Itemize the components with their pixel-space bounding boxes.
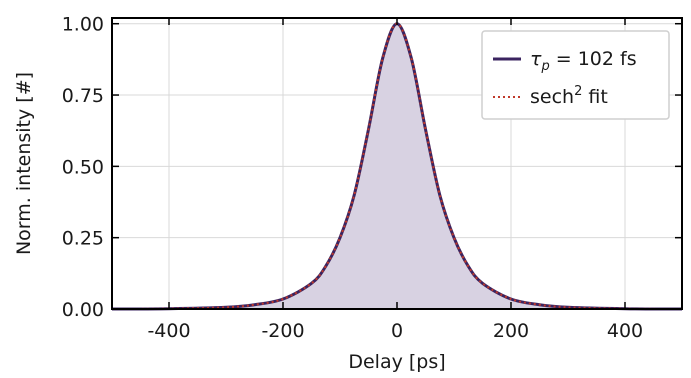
legend-tau-value: = 102 fs — [550, 48, 637, 70]
legend-tau-subscript: p — [540, 59, 549, 74]
x-tick-label: 0 — [391, 320, 403, 342]
y-axis-label: Norm. intensity [#] — [13, 72, 35, 255]
legend-fit-label: sech — [530, 86, 574, 108]
y-tick-label: 0.75 — [62, 85, 104, 107]
x-axis-label: Delay [ps] — [348, 351, 445, 373]
legend-fit-suffix: fit — [582, 86, 607, 108]
legend-box — [481, 30, 670, 120]
ticks: -400 -200 0 200 400 0.00 0.25 0.50 0.75 1.00 — [62, 14, 682, 342]
legend: τp = 102 fs sech2 fit — [481, 30, 670, 120]
legend-entry-fit: sech2 fit — [530, 84, 608, 108]
x-tick-label: -200 — [261, 320, 304, 342]
x-tick-label: -400 — [147, 320, 190, 342]
legend-fit-superscript: 2 — [574, 84, 582, 99]
y-tick-label: 1.00 — [62, 14, 104, 36]
y-tick-label: 0.00 — [62, 299, 104, 321]
legend-entry-pulse: τp = 102 fs — [530, 48, 637, 74]
pulse-fill-area — [112, 23, 682, 310]
x-tick-label: 200 — [493, 320, 529, 342]
x-tick-label: 400 — [607, 320, 643, 342]
y-tick-label: 0.50 — [62, 156, 104, 178]
legend-tau-symbol: τ — [530, 48, 542, 70]
y-tick-label: 0.25 — [62, 228, 104, 250]
